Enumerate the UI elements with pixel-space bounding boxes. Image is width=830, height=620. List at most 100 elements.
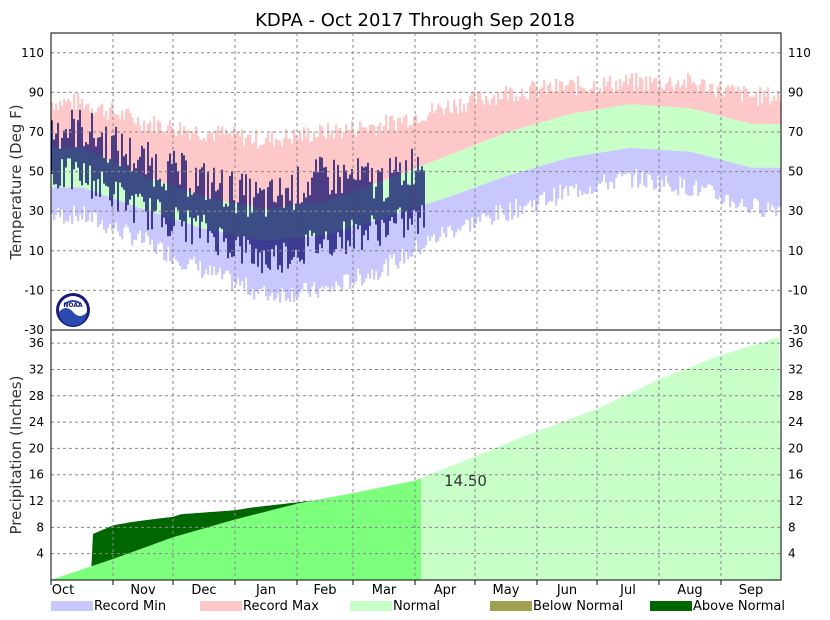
- record-min-bar: [693, 152, 696, 186]
- record-min-bar: [307, 236, 310, 294]
- record-max-bar: [119, 119, 122, 165]
- observed-temp-bar: [149, 165, 151, 199]
- observed-temp-bar: [343, 164, 345, 222]
- record-min-bar: [131, 205, 134, 246]
- normal-range-bar: [505, 132, 508, 177]
- record-max-bar: [633, 90, 636, 105]
- record-min-bar: [553, 162, 556, 188]
- record-min-bar: [263, 240, 266, 286]
- record-max-bar: [217, 125, 220, 201]
- record-min-bar: [289, 238, 292, 302]
- record-max-bar: [663, 90, 666, 107]
- record-max-bar: [99, 105, 102, 156]
- record-max-bar: [191, 130, 194, 194]
- record-max-bar: [167, 125, 170, 185]
- normal-range-bar: [575, 113, 578, 157]
- record-min-bar: [623, 148, 626, 174]
- observed-temp-bar: [319, 156, 321, 244]
- record-max-bar: [711, 83, 714, 114]
- observed-temp-bar: [175, 162, 177, 208]
- record-min-bar: [413, 208, 416, 250]
- record-min-bar: [739, 164, 742, 203]
- record-min-bar: [517, 172, 520, 218]
- record-max-bar: [237, 131, 240, 204]
- normal-range-bar: [467, 147, 470, 190]
- normal-range-bar: [555, 118, 558, 162]
- record-min-bar: [575, 156, 578, 185]
- record-max-bar: [253, 142, 256, 208]
- record-max-bar: [667, 81, 670, 107]
- observed-temp-bar: [195, 167, 197, 222]
- record-max-bar: [539, 89, 542, 123]
- observed-temp-bar: [105, 126, 107, 186]
- normal-precip-area: [51, 337, 781, 580]
- observed-temp-bar: [179, 184, 181, 220]
- observed-temp-bar: [75, 147, 77, 162]
- precip-tick-label: 16: [29, 468, 44, 482]
- record-min-bar: [375, 220, 378, 272]
- record-min-bar: [325, 234, 328, 287]
- observed-temp-bar: [79, 109, 81, 181]
- record-min-bar: [223, 232, 226, 275]
- temp-tick-label: 110: [21, 46, 44, 60]
- record-max-bar: [591, 88, 594, 111]
- record-min-bar: [377, 219, 380, 280]
- record-min-bar: [691, 152, 694, 196]
- month-label: Jan: [255, 583, 276, 598]
- record-min-bar: [447, 197, 450, 227]
- normal-range-bar: [533, 124, 536, 169]
- record-min-bar: [665, 150, 668, 176]
- record-max-bar: [565, 85, 568, 116]
- record-max-bar: [461, 112, 464, 151]
- normal-range-bar: [651, 105, 654, 150]
- record-max-bar: [587, 92, 590, 112]
- record-max-bar: [479, 91, 482, 144]
- observed-temp-bar: [411, 148, 413, 225]
- record-max-bar: [643, 90, 646, 106]
- record-max-bar: [227, 134, 230, 203]
- record-max-bar: [609, 75, 612, 108]
- normal-range-bar: [485, 140, 488, 184]
- record-max-bar: [439, 106, 442, 159]
- observed-temp-bar: [61, 137, 63, 160]
- normal-range-bar: [617, 106, 620, 150]
- month-label: Oct: [52, 583, 74, 598]
- record-max-bar: [671, 86, 674, 108]
- record-min-bar: [639, 148, 642, 184]
- observed-temp-bar: [53, 139, 55, 185]
- record-max-bar: [497, 92, 500, 137]
- record-max-bar: [193, 133, 196, 194]
- record-min-bar: [441, 199, 444, 227]
- record-max-bar: [239, 136, 242, 205]
- record-max-bar: [645, 76, 648, 106]
- normal-range-bar: [519, 128, 522, 173]
- record-min-bar: [181, 221, 184, 270]
- record-max-bar: [641, 79, 644, 106]
- record-max-bar: [215, 130, 218, 200]
- record-min-bar: [697, 153, 700, 197]
- record-min-bar: [509, 175, 512, 204]
- normal-range-bar: [593, 110, 596, 154]
- record-min-bar: [503, 177, 506, 215]
- record-min-bar: [419, 206, 422, 255]
- record-max-bar: [369, 124, 372, 186]
- record-max-bar: [683, 79, 686, 108]
- record-max-bar: [577, 76, 580, 113]
- record-max-bar: [729, 87, 732, 119]
- record-max-bar: [273, 146, 276, 209]
- record-min-bar: [149, 211, 152, 245]
- observed-temp-bar: [219, 183, 221, 228]
- precip-tick-label: 12: [29, 494, 44, 508]
- record-max-bar: [409, 124, 412, 171]
- normal-range-bar: [509, 131, 512, 176]
- record-max-bar: [725, 87, 728, 118]
- record-max-bar: [495, 105, 498, 137]
- record-min-bar: [355, 226, 358, 282]
- observed-temp-bar: [145, 174, 147, 212]
- record-min-bar: [253, 238, 256, 300]
- observed-temp-bar: [365, 166, 367, 231]
- record-max-bar: [649, 76, 652, 106]
- record-min-bar: [313, 236, 316, 282]
- observed-temp-bar: [375, 186, 377, 225]
- record-max-bar: [363, 127, 366, 188]
